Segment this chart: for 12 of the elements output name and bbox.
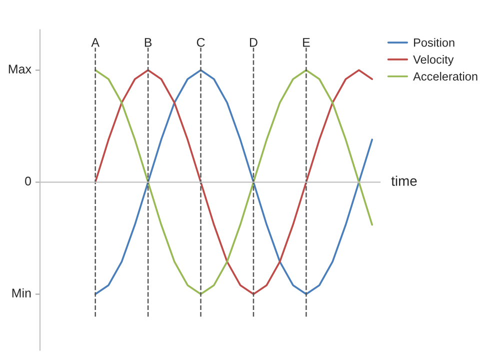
x-tick-label: C	[196, 38, 205, 47]
x-axis-title: time	[391, 176, 417, 186]
legend-label: Position	[414, 38, 454, 47]
x-tick-label: D	[250, 38, 258, 47]
x-tick-label: B	[144, 38, 152, 47]
text: Min	[12, 288, 31, 298]
text: Max	[8, 64, 32, 74]
x-tick-label: A	[91, 38, 100, 47]
legend-label: Velocity	[413, 55, 454, 66]
x-tick-label: E	[303, 38, 310, 47]
text: 0	[25, 176, 32, 186]
legend-label: Acceleration	[413, 72, 478, 81]
